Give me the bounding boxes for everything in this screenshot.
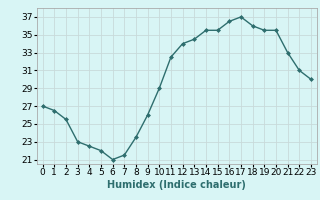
X-axis label: Humidex (Indice chaleur): Humidex (Indice chaleur) <box>108 180 246 190</box>
